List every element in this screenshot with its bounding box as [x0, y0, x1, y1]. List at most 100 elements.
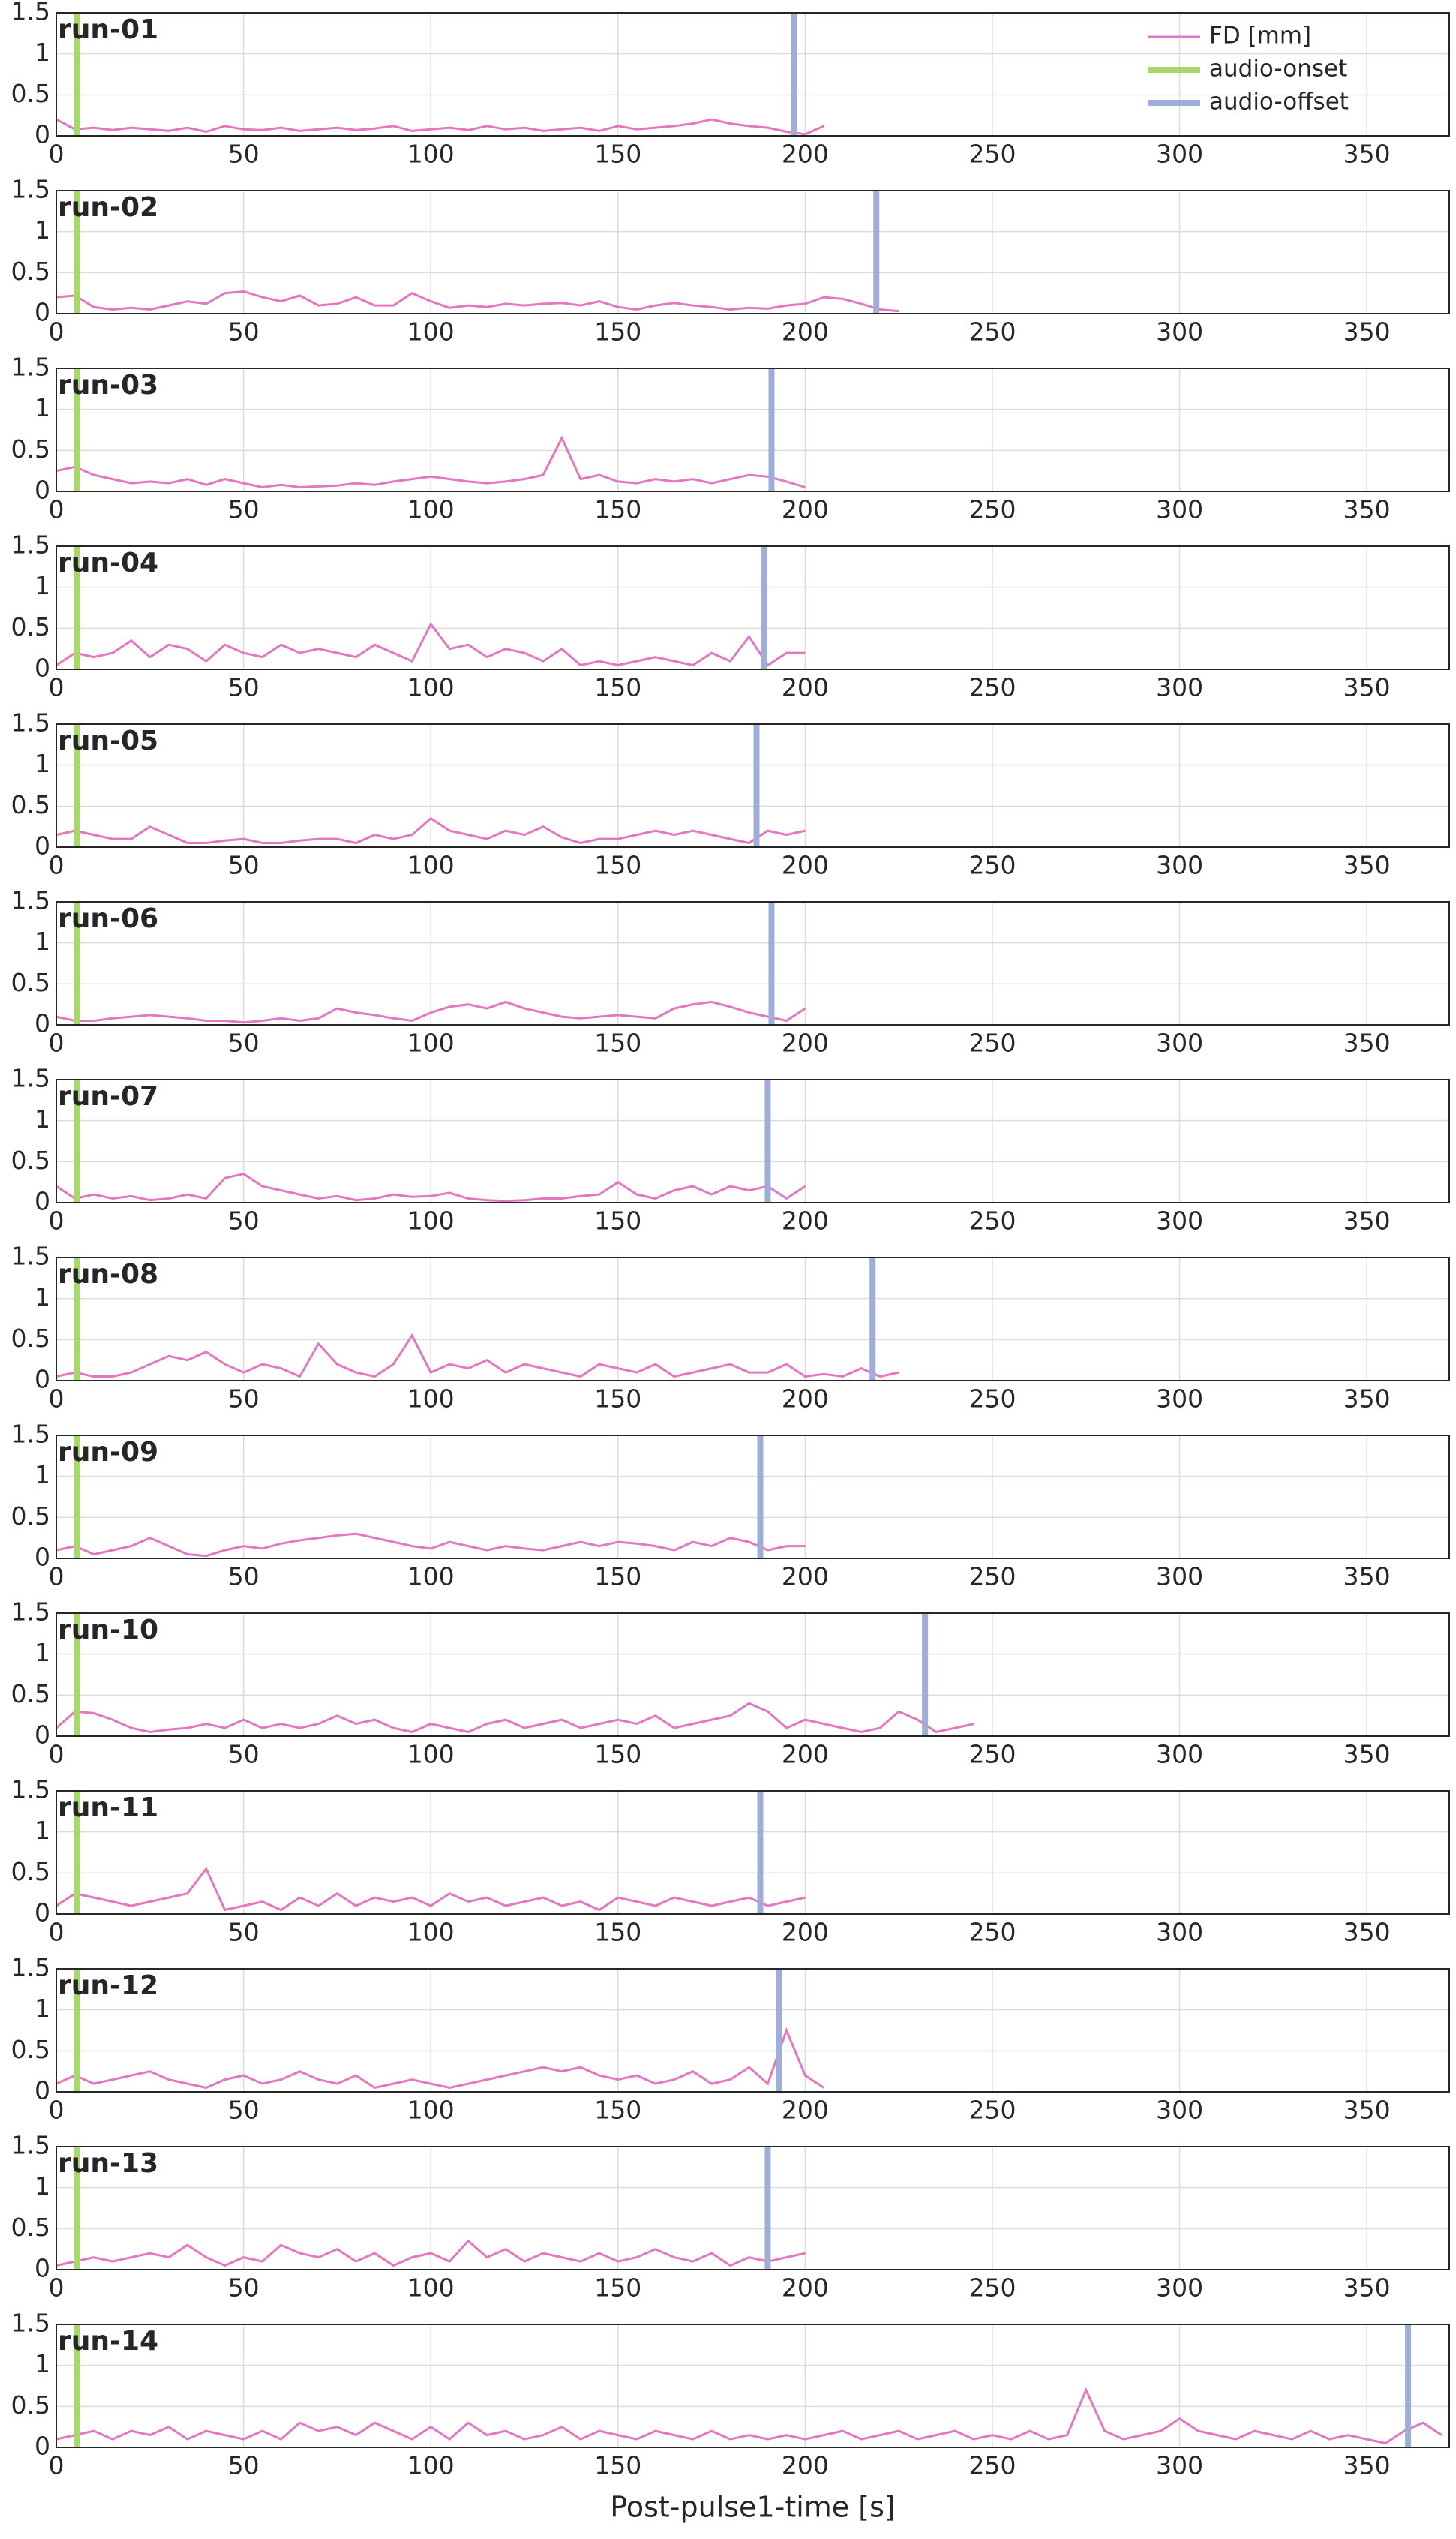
axes-frame [56, 1257, 1450, 1381]
x-tick-label: 300 [1156, 1740, 1203, 1769]
y-tick-label: 0 [35, 2076, 50, 2105]
x-tick-label: 350 [1343, 1384, 1391, 1414]
x-tick-label: 150 [594, 2273, 641, 2303]
x-tick-label: 300 [1156, 1562, 1203, 1591]
x-tick-label: 250 [968, 1206, 1016, 1236]
x-tick-label: 350 [1343, 495, 1391, 524]
x-tick-label: 150 [594, 1562, 641, 1591]
x-tick-label: 200 [782, 140, 829, 169]
panel-title: run-12 [58, 1970, 158, 2001]
y-tick-label: 1.5 [11, 175, 50, 204]
y-tick-label: 0.5 [11, 1501, 50, 1531]
x-tick-label: 300 [1156, 317, 1203, 347]
x-tick-label: 250 [968, 1918, 1016, 1947]
y-tick-label: 1.5 [11, 1597, 50, 1627]
y-tick-label: 0 [35, 298, 50, 327]
x-tick-label: 250 [968, 2451, 1016, 2480]
x-tick-label: 50 [228, 2096, 260, 2125]
fd-line [56, 2027, 825, 2090]
axes-frame [56, 12, 1450, 137]
x-tick-label: 250 [968, 1029, 1016, 1058]
y-tick-label: 1 [35, 1282, 50, 1312]
plot-area [56, 724, 1449, 847]
y-tick-label: 1.5 [11, 0, 50, 26]
x-tick-label: 50 [228, 140, 260, 169]
x-tick-label: 0 [49, 1384, 65, 1414]
x-tick-label: 150 [594, 851, 641, 880]
y-tick-label: 0.5 [11, 1324, 50, 1353]
x-tick-label: 200 [782, 1562, 829, 1591]
axes-frame [56, 1612, 1450, 1737]
x-tick-label: 350 [1343, 1029, 1391, 1058]
x-tick-label: 150 [594, 1206, 641, 1236]
panel-title: run-03 [58, 370, 158, 401]
x-tick-label: 0 [49, 2451, 65, 2480]
x-tick-label: 100 [407, 2451, 455, 2480]
x-tick-label: 100 [407, 851, 455, 880]
x-tick-label: 50 [228, 1562, 260, 1591]
x-tick-label: 0 [49, 1029, 65, 1058]
x-tick-label: 350 [1343, 1206, 1391, 1236]
x-axis-label: Post-pulse1-time [s] [610, 2491, 895, 2524]
plot-area [56, 1791, 1449, 1914]
axes-frame [56, 190, 1450, 314]
y-tick-label: 0 [35, 2254, 50, 2283]
x-tick-label: 100 [407, 140, 455, 169]
x-tick-label: 0 [49, 851, 65, 880]
y-tick-label: 1 [35, 1816, 50, 1845]
x-tick-label: 100 [407, 1918, 455, 1947]
fd-line [56, 1702, 974, 1734]
y-tick-label: 1.5 [11, 708, 50, 738]
x-tick-label: 200 [782, 851, 829, 880]
panel-title: run-04 [58, 548, 158, 578]
x-tick-label: 50 [228, 1029, 260, 1058]
x-tick-label: 250 [968, 2273, 1016, 2303]
y-tick-label: 0.5 [11, 257, 50, 286]
y-tick-label: 1 [35, 571, 50, 600]
x-tick-label: 250 [968, 140, 1016, 169]
fd-line [56, 435, 806, 489]
x-tick-label: 200 [782, 1029, 829, 1058]
plot-area [56, 546, 1449, 669]
plot-area [56, 1613, 1449, 1736]
y-tick-label: 0.5 [11, 968, 50, 997]
axes-frame [56, 1790, 1450, 1915]
y-tick-label: 0 [35, 1898, 50, 1928]
x-tick-label: 200 [782, 1384, 829, 1414]
y-tick-label: 0.5 [11, 2035, 50, 2064]
x-tick-label: 300 [1156, 495, 1203, 524]
x-tick-label: 0 [49, 2096, 65, 2125]
plot-area [56, 2147, 1449, 2270]
fd-line [56, 816, 806, 845]
x-tick-label: 50 [228, 495, 260, 524]
x-tick-label: 100 [407, 2273, 455, 2303]
x-tick-label: 300 [1156, 673, 1203, 702]
x-tick-label: 0 [49, 2273, 65, 2303]
x-tick-label: 300 [1156, 2096, 1203, 2125]
panel-title: run-11 [58, 1792, 158, 1823]
x-tick-label: 250 [968, 1384, 1016, 1414]
y-tick-label: 0 [35, 1720, 50, 1750]
x-tick-label: 350 [1343, 140, 1391, 169]
panel-title: run-02 [58, 192, 158, 223]
x-tick-label: 50 [228, 851, 260, 880]
y-tick-label: 1.5 [11, 1775, 50, 1804]
y-tick-label: 0.5 [11, 2213, 50, 2242]
x-tick-label: 100 [407, 1384, 455, 1414]
x-tick-label: 200 [782, 317, 829, 347]
y-tick-label: 1 [35, 393, 50, 422]
y-tick-label: 1 [35, 1460, 50, 1489]
y-tick-label: 0.5 [11, 790, 50, 819]
panel-title: run-10 [58, 1615, 158, 1645]
axes-frame [56, 1079, 1450, 1203]
x-tick-label: 250 [968, 495, 1016, 524]
x-tick-label: 100 [407, 317, 455, 347]
axes-frame [56, 723, 1450, 848]
y-tick-label: 0 [35, 120, 50, 149]
x-tick-label: 50 [228, 1206, 260, 1236]
x-tick-label: 200 [782, 1918, 829, 1947]
x-tick-label: 350 [1343, 1562, 1391, 1591]
y-tick-label: 0 [35, 1187, 50, 1216]
x-tick-label: 100 [407, 2096, 455, 2125]
x-tick-label: 200 [782, 1740, 829, 1769]
